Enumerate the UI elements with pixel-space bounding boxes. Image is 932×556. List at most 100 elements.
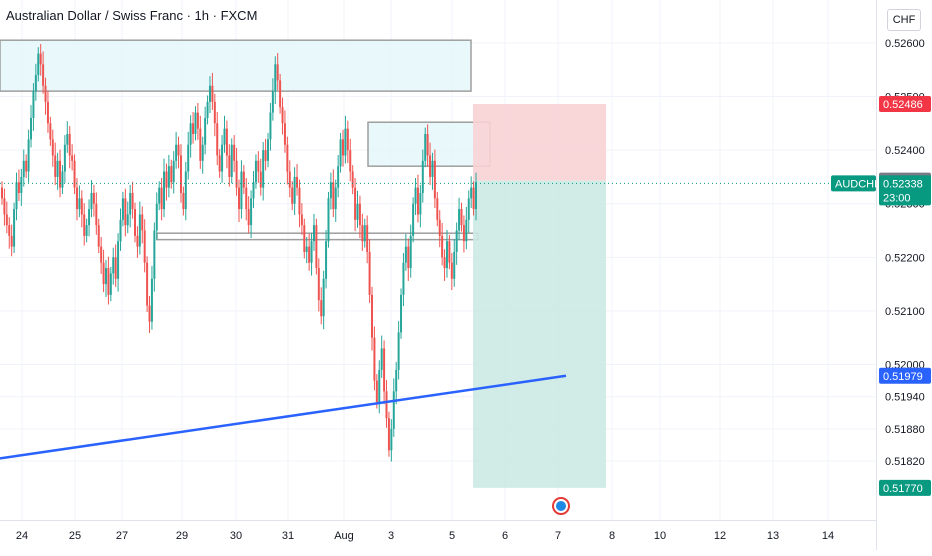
price-label-stop[interactable]: 0.52486 (879, 96, 931, 112)
chart-area[interactable]: AUDCHF Australian Dollar / Swiss Franc ·… (0, 0, 876, 520)
candle-14[interactable] (34, 63, 37, 101)
candle-187[interactable] (453, 239, 456, 287)
candle-36[interactable] (88, 199, 91, 237)
candle-139[interactable] (337, 154, 340, 198)
candle-169[interactable] (409, 224, 412, 278)
candle-63[interactable] (153, 222, 156, 292)
candle-115[interactable] (279, 73, 282, 114)
candle-3[interactable] (8, 217, 11, 249)
candle-134[interactable] (325, 229, 328, 289)
candle-52[interactable] (126, 201, 129, 234)
candle-9[interactable] (22, 149, 25, 187)
candle-86[interactable] (208, 76, 211, 114)
candle-152[interactable] (368, 239, 371, 303)
candle-80[interactable] (194, 106, 197, 141)
middle-box[interactable] (367, 121, 491, 167)
price-chart[interactable]: AUDCHF (0, 0, 876, 520)
candle-31[interactable] (75, 177, 78, 221)
candle-104[interactable] (252, 171, 255, 208)
candle-196[interactable] (475, 172, 477, 221)
price-axis[interactable]: 0.526000.525000.524000.523000.522000.521… (876, 0, 932, 550)
candle-193[interactable] (467, 190, 470, 233)
candle-103[interactable] (250, 190, 253, 239)
candle-72[interactable] (175, 131, 178, 169)
currency-button[interactable]: CHF (887, 9, 921, 31)
candle-60[interactable] (146, 256, 149, 312)
candle-83[interactable] (201, 136, 204, 174)
candle-91[interactable] (221, 135, 224, 183)
candle-67[interactable] (163, 158, 166, 218)
candle-15[interactable] (37, 47, 40, 82)
candle-185[interactable] (448, 234, 451, 270)
candle-111[interactable] (269, 102, 272, 151)
candle-11[interactable] (27, 129, 30, 183)
candle-21[interactable] (51, 129, 54, 167)
candle-35[interactable] (85, 218, 88, 243)
candle-175[interactable] (424, 127, 427, 168)
candle-127[interactable] (308, 233, 311, 271)
candle-22[interactable] (54, 142, 57, 185)
candle-25[interactable] (61, 165, 64, 195)
candle-143[interactable] (346, 120, 349, 163)
candle-153[interactable] (371, 286, 374, 351)
candle-27[interactable] (66, 121, 69, 153)
candle-56[interactable] (136, 226, 139, 258)
candle-69[interactable] (167, 154, 170, 198)
candle-141[interactable] (341, 129, 344, 167)
candle-164[interactable] (397, 321, 400, 380)
candle-49[interactable] (119, 208, 122, 251)
candle-110[interactable] (267, 132, 270, 168)
candle-77[interactable] (187, 131, 190, 180)
candle-90[interactable] (218, 149, 221, 178)
candle-74[interactable] (179, 144, 182, 203)
candle-109[interactable] (264, 138, 267, 171)
candle-148[interactable] (358, 195, 361, 239)
candle-149[interactable] (361, 213, 364, 251)
candle-194[interactable] (470, 176, 473, 208)
candle-145[interactable] (351, 165, 354, 195)
candle-171[interactable] (414, 177, 417, 215)
candle-97[interactable] (235, 147, 238, 196)
candle-154[interactable] (373, 326, 376, 391)
candle-48[interactable] (117, 233, 120, 292)
candle-125[interactable] (303, 218, 306, 259)
candle-142[interactable] (344, 115, 347, 164)
candle-192[interactable] (465, 206, 468, 250)
candle-71[interactable] (172, 151, 175, 194)
candle-24[interactable] (59, 149, 62, 198)
candle-180[interactable] (436, 191, 439, 227)
candle-124[interactable] (300, 203, 303, 235)
candle-58[interactable] (141, 206, 144, 244)
candle-147[interactable] (356, 190, 359, 228)
candle-118[interactable] (286, 136, 289, 185)
candle-98[interactable] (238, 179, 240, 222)
candle-159[interactable] (385, 380, 388, 428)
candle-92[interactable] (223, 115, 226, 153)
candle-189[interactable] (458, 197, 461, 241)
price-label-last[interactable]: 0.52338 23:00 (879, 175, 931, 206)
candle-29[interactable] (71, 144, 74, 171)
candle-186[interactable] (450, 253, 453, 291)
candle-137[interactable] (332, 169, 335, 218)
ascending-trendline[interactable] (0, 374, 567, 460)
candle-106[interactable] (257, 151, 260, 183)
candle-18[interactable] (44, 77, 47, 115)
candle-101[interactable] (245, 177, 248, 221)
candle-96[interactable] (233, 135, 236, 173)
candle-107[interactable] (259, 158, 262, 196)
candle-84[interactable] (204, 106, 207, 155)
candle-168[interactable] (407, 238, 410, 281)
candle-174[interactable] (421, 149, 424, 203)
candle-43[interactable] (104, 260, 107, 297)
symbol-tag[interactable]: AUDCHF (831, 175, 876, 192)
candle-131[interactable] (317, 258, 320, 312)
candle-100[interactable] (242, 165, 245, 195)
candle-75[interactable] (182, 186, 185, 216)
candle-157[interactable] (380, 335, 383, 378)
candle-119[interactable] (288, 160, 291, 198)
candle-0[interactable] (1, 181, 3, 205)
upper-resistance-zone[interactable] (0, 39, 472, 92)
candle-26[interactable] (63, 135, 66, 183)
candle-188[interactable] (455, 222, 458, 265)
candle-122[interactable] (296, 164, 299, 196)
